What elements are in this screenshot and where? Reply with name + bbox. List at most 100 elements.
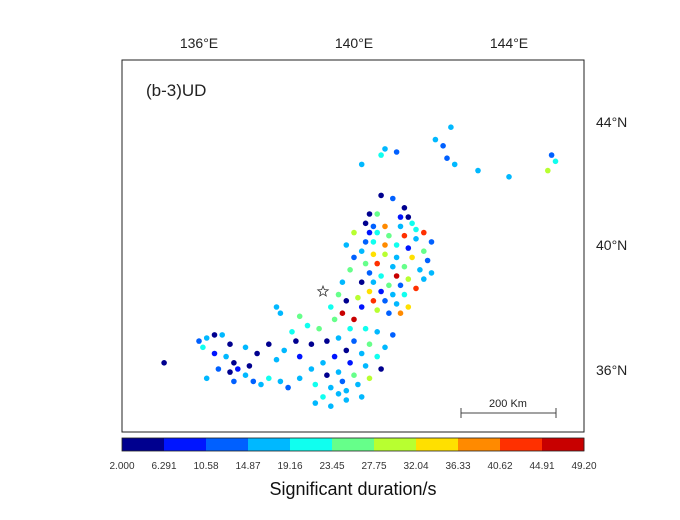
station-point [421,248,427,254]
station-point [382,242,388,248]
station-point [409,254,415,261]
station-point [277,378,284,385]
station-point [203,335,210,341]
station-point [246,363,253,369]
station-point [211,350,218,357]
lat-tick-44: 44°N [596,114,627,130]
station-point [296,313,303,320]
station-point [277,310,284,317]
colorbar-border [121,437,585,452]
station-point [390,332,396,338]
colorbar-tick-label: 36.33 [445,461,470,472]
station-point [285,384,291,391]
station-point [351,229,357,236]
station-point [266,341,272,348]
station-point [370,223,377,230]
station-point [424,257,431,264]
station-point [393,149,400,155]
station-point [440,143,446,149]
station-point [390,291,396,298]
panel-label: (b-3)UD [146,81,206,100]
station-point [328,384,334,391]
station-point [339,279,346,286]
station-point [316,325,322,332]
colorbar-tick-label: 14.87 [235,461,260,472]
lat-tick-40: 40°N [596,237,627,253]
station-point [289,329,295,335]
station-point [401,263,408,270]
map-frame [121,59,585,433]
station-point [393,242,400,248]
station-point [343,298,350,304]
station-point [347,325,353,332]
colorbar-segment [164,438,207,451]
station-point [444,155,450,161]
station-point [296,353,303,360]
station-point [366,375,373,382]
station-point [374,211,381,217]
station-point [386,310,392,317]
station-point [374,229,381,236]
station-point [227,369,233,375]
station-point [378,288,384,295]
station-point [397,310,404,317]
station-point [428,270,435,276]
station-point [343,347,350,354]
lon-tick-136: 136°E [180,35,218,51]
colorbar-segment [332,438,375,451]
station-point [366,270,373,276]
station-point [401,291,408,298]
station-point [242,344,249,351]
station-point [293,338,299,344]
station-point [378,192,384,199]
station-point [401,232,408,239]
station-point [351,372,357,379]
station-point [382,344,388,351]
station-point [413,226,419,233]
station-point [258,381,264,388]
colorbar-tick-label: 6.291 [151,461,176,472]
station-point [386,282,392,289]
colorbar-segment [122,438,165,451]
station-point [266,375,272,382]
station-point [358,161,365,168]
colorbar [121,437,585,452]
station-point [242,372,249,379]
station-point [358,350,365,357]
station-point [343,242,350,248]
scale-bar: 200 Km [460,398,557,418]
station-point [215,366,222,372]
station-point [370,298,377,304]
station-point [428,239,435,245]
station-point [397,223,404,230]
station-point [374,307,381,313]
station-point [339,310,346,317]
station-point [552,158,559,165]
station-point [296,375,303,382]
station-point [545,167,551,174]
station-point [203,375,210,382]
station-point [281,347,288,354]
colorbar-segment [416,438,459,451]
station-point [273,356,280,363]
station-point [331,353,338,360]
station-point [312,400,319,406]
station-point [409,220,415,227]
colorbar-tick-label: 19.16 [277,461,302,472]
station-point [343,397,350,403]
station-point [405,304,412,310]
station-point [451,161,458,168]
station-point [382,146,388,152]
station-point [351,254,357,261]
station-point [250,378,257,385]
station-point [362,325,369,332]
station-point [320,394,326,400]
station-point [370,251,377,258]
station-point [335,391,342,397]
star-icon [316,284,330,297]
station-point [328,403,334,410]
station-point [374,260,381,267]
lat-tick-36: 36°N [596,362,627,378]
station-point [393,254,400,261]
station-point [548,152,555,158]
